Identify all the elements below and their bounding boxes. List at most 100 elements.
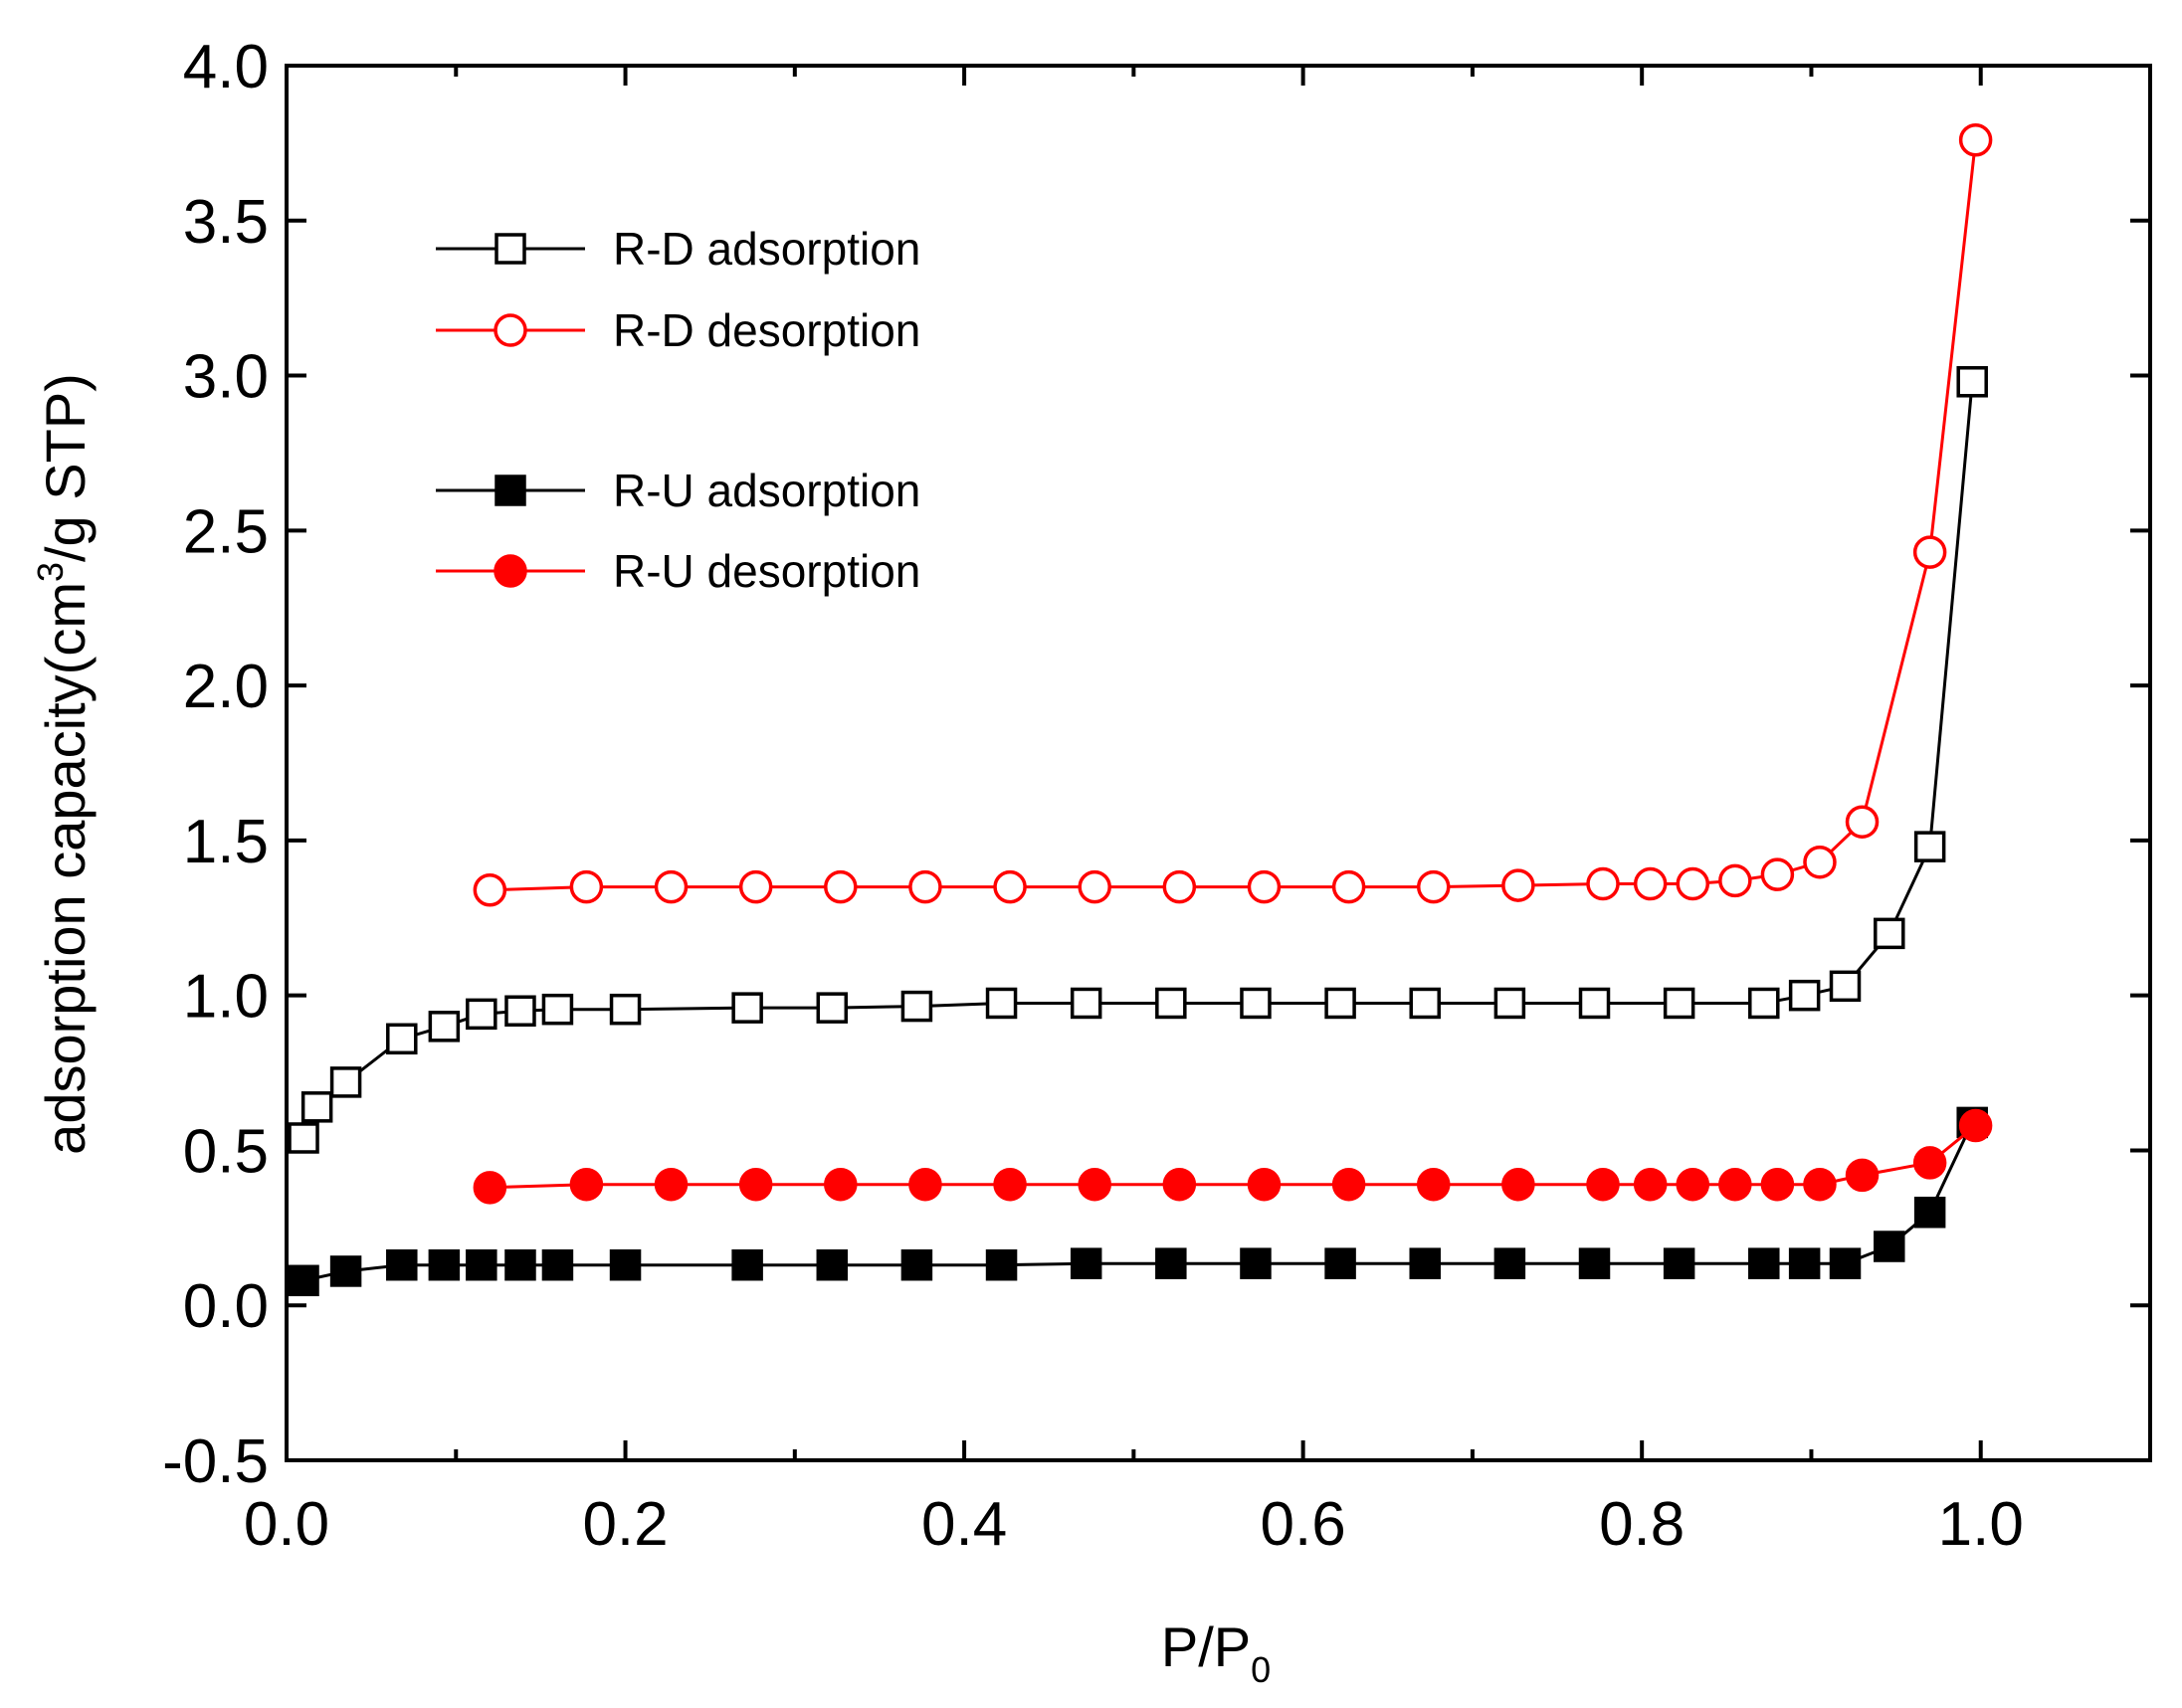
- data-point-r-d-desorption: [1331, 869, 1366, 904]
- data-point-r-d-adsorption: [300, 1091, 333, 1123]
- data-point-r-u-adsorption: [1324, 1247, 1356, 1279]
- y-axis-label: adsorption capacity(cm3/g STP): [30, 373, 97, 1155]
- data-point-r-u-adsorption: [1493, 1247, 1526, 1279]
- legend-entry-r-d-desorption: R-D desorption: [436, 304, 920, 356]
- y-tick-label: 1.5: [183, 808, 269, 876]
- series-line-r-u-desorption: [490, 1124, 1977, 1190]
- data-point-r-u-adsorption: [1874, 1231, 1905, 1262]
- data-point-r-d-adsorption: [985, 987, 1018, 1020]
- data-point-r-d-adsorption: [1155, 987, 1187, 1020]
- y-axis-label-post: /g STP): [34, 373, 97, 562]
- x-tick-label: 0.4: [921, 1490, 1007, 1559]
- data-point-r-d-desorption: [1760, 857, 1795, 891]
- data-point-r-u-adsorption: [731, 1248, 763, 1281]
- data-point-r-u-adsorption: [386, 1248, 418, 1281]
- data-point-r-d-adsorption: [1663, 987, 1695, 1020]
- axis-tick-labels: 0.0 0.2 0.4 0.6 0.8 1.0-0.50.00.51.01.52.02.5…: [162, 33, 2024, 1559]
- data-point-r-u-adsorption: [1155, 1247, 1187, 1279]
- data-point-r-u-adsorption: [816, 1248, 849, 1281]
- data-point-r-d-adsorption: [1240, 987, 1272, 1020]
- y-axis-label-pre: adsorption capacity(cm: [34, 582, 97, 1155]
- data-point-r-d-desorption: [1247, 869, 1282, 904]
- x-tick-label: 1.0: [1938, 1490, 2024, 1559]
- data-point-r-u-adsorption: [985, 1248, 1018, 1281]
- data-point-r-u-desorption: [473, 1171, 507, 1205]
- data-point-r-u-desorption: [824, 1167, 858, 1202]
- data-point-r-d-adsorption: [1874, 917, 1905, 950]
- data-point-r-d-desorption: [1803, 845, 1837, 879]
- data-point-r-d-desorption: [993, 869, 1027, 904]
- legend-marker: [495, 474, 526, 506]
- legend-label: R-D adsorption: [613, 223, 920, 275]
- data-point-r-d-adsorption: [288, 1122, 319, 1154]
- x-tick-label: 0.0: [244, 1490, 329, 1559]
- y-tick-label: 0.0: [183, 1272, 269, 1341]
- legend-marker: [495, 233, 526, 265]
- data-point-r-d-adsorption: [386, 1023, 418, 1055]
- y-tick-label: 3.0: [183, 343, 269, 412]
- x-axis-label-subscript: 0: [1251, 1649, 1271, 1690]
- data-point-r-d-desorption: [1845, 805, 1880, 839]
- data-point-r-d-adsorption: [466, 998, 497, 1031]
- series-r-u-desorption: [473, 1108, 1993, 1205]
- data-point-r-d-desorption: [1162, 869, 1197, 904]
- x-tick-label: 0.2: [582, 1490, 668, 1559]
- data-point-r-u-adsorption: [1240, 1247, 1272, 1279]
- data-point-r-d-adsorption: [541, 993, 574, 1026]
- data-series-layer: [288, 123, 1993, 1297]
- data-point-r-d-adsorption: [1324, 987, 1356, 1020]
- data-point-r-u-adsorption: [1748, 1247, 1780, 1279]
- data-point-r-u-desorption: [1501, 1167, 1535, 1202]
- plot-frame: [285, 64, 2152, 1462]
- y-tick-label: -0.5: [162, 1427, 269, 1496]
- legend-entry-r-u-desorption: R-U desorption: [436, 545, 920, 597]
- data-point-r-u-desorption: [738, 1167, 773, 1202]
- data-point-r-d-adsorption: [1409, 987, 1441, 1020]
- data-point-r-u-adsorption: [1788, 1247, 1821, 1279]
- data-point-r-d-adsorption: [1788, 979, 1821, 1012]
- legend-marker: [494, 313, 527, 347]
- data-point-r-d-adsorption: [329, 1066, 362, 1098]
- data-point-r-u-adsorption: [504, 1248, 536, 1281]
- x-axis-label: P/P0: [1161, 1615, 1271, 1690]
- y-tick-label: 3.5: [183, 188, 269, 257]
- legend-label: R-U desorption: [613, 545, 920, 597]
- data-point-r-u-desorption: [569, 1167, 604, 1202]
- data-point-r-d-desorption: [1586, 866, 1620, 901]
- data-point-r-u-adsorption: [541, 1248, 574, 1281]
- data-point-r-d-adsorption: [504, 995, 536, 1027]
- data-point-r-u-desorption: [1718, 1167, 1752, 1202]
- series-r-d-adsorption: [288, 366, 1988, 1154]
- data-point-r-u-desorption: [993, 1167, 1027, 1202]
- data-point-r-d-adsorption: [609, 993, 642, 1026]
- data-point-r-u-desorption: [908, 1167, 942, 1202]
- data-point-r-u-desorption: [1845, 1158, 1880, 1193]
- data-point-r-u-adsorption: [1829, 1247, 1862, 1279]
- data-point-r-d-adsorption: [1829, 970, 1862, 1003]
- data-point-r-u-desorption: [1416, 1167, 1451, 1202]
- series-line-r-d-desorption: [490, 139, 1978, 892]
- data-point-r-u-adsorption: [329, 1255, 362, 1287]
- data-point-r-d-desorption: [1416, 869, 1451, 904]
- series-r-u-adsorption: [288, 1106, 1988, 1297]
- data-point-r-u-adsorption: [900, 1248, 933, 1281]
- data-point-r-u-adsorption: [1913, 1197, 1946, 1229]
- legend-entry-r-d-adsorption: R-D adsorption: [436, 223, 920, 275]
- data-point-r-u-adsorption: [466, 1248, 497, 1281]
- legend-marker: [494, 554, 527, 588]
- data-point-r-u-desorption: [1912, 1146, 1947, 1180]
- x-tick-label: 0.6: [1261, 1490, 1346, 1559]
- series-r-d-desorption: [473, 123, 1993, 907]
- legend: R-D adsorption R-D desorption R-U adsorpti…: [436, 223, 920, 597]
- data-point-r-d-desorption: [1718, 863, 1752, 898]
- data-point-r-u-desorption: [1162, 1167, 1197, 1202]
- data-point-r-u-desorption: [1676, 1167, 1710, 1202]
- data-point-r-d-desorption: [738, 869, 773, 904]
- data-point-r-u-adsorption: [1663, 1247, 1695, 1279]
- data-point-r-u-adsorption: [428, 1248, 461, 1281]
- data-point-r-d-adsorption: [816, 992, 849, 1024]
- data-point-r-u-desorption: [654, 1167, 689, 1202]
- data-point-r-d-adsorption: [1578, 987, 1611, 1020]
- data-point-r-d-desorption: [473, 872, 507, 907]
